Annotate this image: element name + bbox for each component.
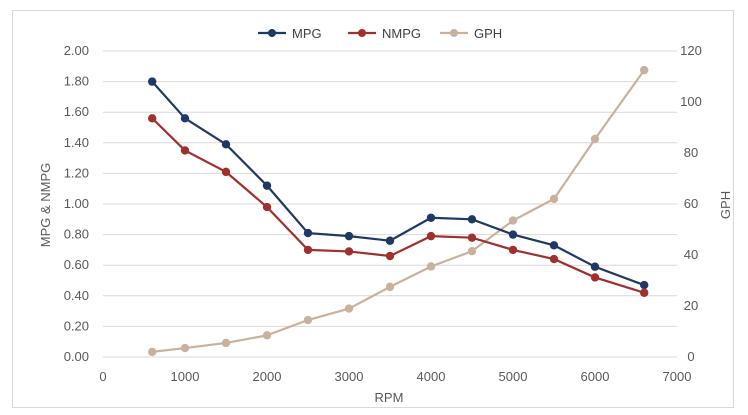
- data-point-gph: [344, 304, 354, 313]
- x-tick-label: 2000: [253, 369, 282, 384]
- data-point-mpg: [344, 231, 354, 241]
- data-point-gph: [262, 331, 272, 340]
- data-point-mpg: [148, 77, 157, 86]
- data-point-mpg: [303, 228, 313, 238]
- y-axis-title: MPG & NMPG: [38, 163, 53, 248]
- data-point-gph: [549, 194, 559, 204]
- x-tick-label: 0: [99, 369, 106, 384]
- y-tick-label: 0.20: [64, 318, 89, 333]
- data-point-mpg: [180, 114, 190, 123]
- series-nmpg: [148, 114, 649, 297]
- x-tick-label: 5000: [499, 369, 528, 384]
- data-point-gph: [303, 315, 313, 325]
- y2-tick-label: 0: [687, 349, 694, 364]
- data-point-gph: [467, 246, 477, 256]
- data-point-mpg: [590, 262, 600, 271]
- data-point-gph: [426, 262, 436, 271]
- data-point-gph: [385, 282, 395, 292]
- legend-item-nmpg: NMPG: [348, 26, 421, 41]
- legend-label: MPG: [292, 26, 322, 41]
- y2-tick-label: 80: [684, 145, 698, 160]
- data-point-gph: [508, 216, 518, 225]
- legend-marker: [268, 29, 276, 37]
- data-point-nmpg: [221, 167, 231, 177]
- y-tick-label: 1.40: [64, 135, 89, 150]
- series-mpg: [148, 77, 649, 290]
- y2-axis-title: GPH: [718, 191, 733, 219]
- data-point-gph: [590, 134, 600, 144]
- data-point-gph: [180, 343, 190, 353]
- x-tick-label: 1000: [171, 369, 200, 384]
- legend-marker: [450, 29, 458, 37]
- data-point-nmpg: [385, 251, 395, 261]
- data-point-mpg: [385, 236, 395, 245]
- data-point-nmpg: [303, 245, 313, 255]
- y2-tick-label: 120: [680, 43, 702, 58]
- legend-label: NMPG: [382, 26, 421, 41]
- data-point-mpg: [549, 241, 559, 250]
- data-point-gph: [221, 338, 231, 348]
- y2-axis-ticks: 0 20 40 60 80 100 120: [680, 43, 702, 364]
- y-tick-label: 0.80: [64, 227, 89, 242]
- data-point-nmpg: [640, 288, 649, 297]
- y-tick-label: 2.00: [64, 43, 89, 58]
- legend-marker: [358, 29, 366, 37]
- x-tick-label: 3000: [335, 369, 364, 384]
- data-point-nmpg: [508, 245, 518, 255]
- series-gph: [148, 65, 649, 357]
- data-point-nmpg: [549, 254, 559, 264]
- y2-tick-label: 20: [684, 298, 698, 313]
- data-point-mpg: [508, 230, 518, 239]
- data-point-nmpg: [590, 273, 600, 282]
- data-point-nmpg: [426, 231, 436, 241]
- legend-item-mpg: MPG: [258, 26, 322, 41]
- data-point-nmpg: [180, 146, 190, 155]
- x-axis-title: RPM: [375, 390, 404, 405]
- data-point-mpg: [640, 280, 649, 290]
- gridlines: [103, 50, 677, 358]
- data-point-nmpg: [262, 202, 272, 212]
- x-tick-label: 7000: [663, 369, 692, 384]
- legend: MPG NMPG GPH: [258, 26, 502, 41]
- x-tick-label: 6000: [581, 369, 610, 384]
- x-axis-ticks: 0 1000 2000 3000 4000 5000 6000 7000: [99, 369, 691, 384]
- y-tick-label: 1.60: [64, 104, 89, 119]
- y2-tick-label: 100: [680, 94, 702, 109]
- data-point-mpg: [262, 181, 272, 190]
- y-axis-ticks: 0.00 0.20 0.40 0.60 0.80 1.00 1.20 1.40 1.60 1.80…: [64, 43, 89, 364]
- data-point-nmpg: [344, 247, 354, 256]
- data-point-nmpg: [467, 233, 477, 242]
- y-tick-label: 1.00: [64, 196, 89, 211]
- legend-label: GPH: [474, 26, 502, 41]
- y2-tick-label: 60: [684, 196, 698, 211]
- legend-item-gph: GPH: [440, 26, 502, 41]
- data-point-gph: [148, 347, 157, 357]
- y-tick-label: 1.20: [64, 165, 89, 180]
- y2-tick-label: 40: [684, 247, 698, 262]
- chart-frame: [12, 10, 734, 408]
- data-point-mpg: [426, 213, 436, 222]
- data-point-nmpg: [148, 114, 157, 123]
- data-point-mpg: [221, 140, 231, 149]
- y-tick-label: 0.60: [64, 257, 89, 272]
- y-tick-label: 1.80: [64, 74, 89, 89]
- series-group: [148, 65, 649, 357]
- data-point-gph: [640, 65, 649, 75]
- y-tick-label: 0.40: [64, 288, 89, 303]
- data-point-mpg: [467, 215, 477, 224]
- x-tick-label: 4000: [417, 369, 446, 384]
- y-tick-label: 0.00: [64, 349, 89, 364]
